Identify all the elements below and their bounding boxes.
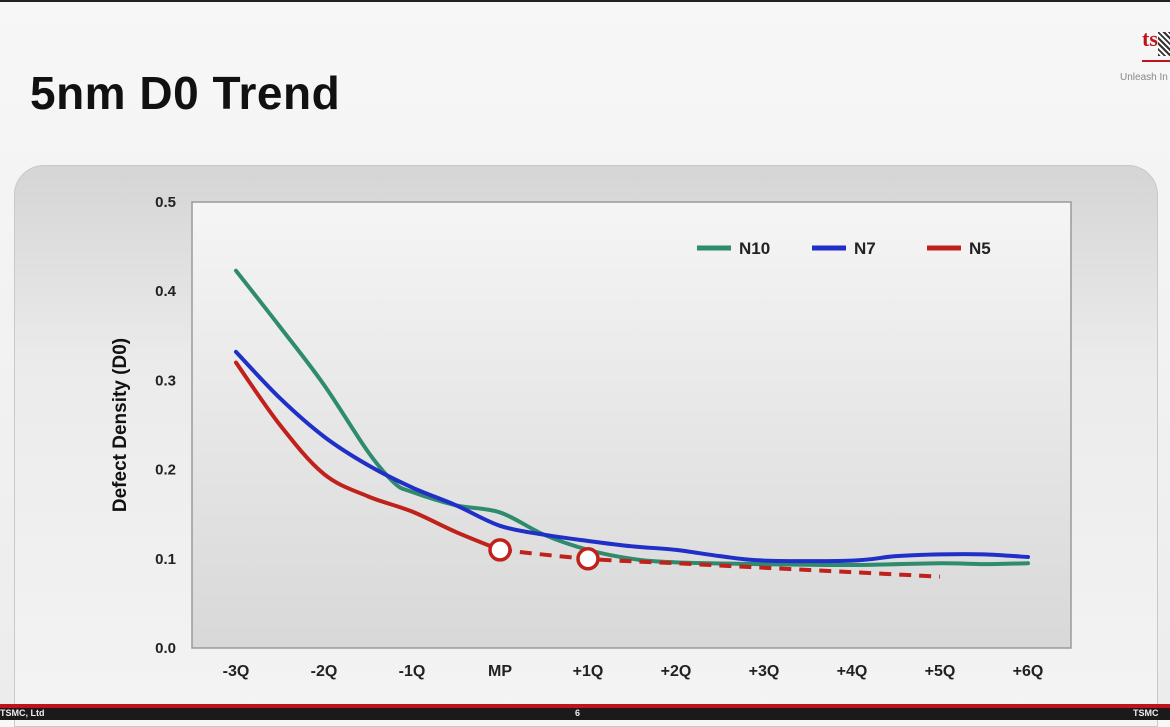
footer-bar: TSMC, Ltd 6 TSMC <box>0 708 1170 720</box>
page-number: 6 <box>575 708 581 718</box>
y-tick-label: 0.2 <box>155 462 176 479</box>
y-tick-label: 0.4 <box>155 283 177 300</box>
series-n5-projection <box>499 547 941 579</box>
y-tick-label: 0.1 <box>155 551 176 568</box>
x-tick-label: MP <box>488 663 512 680</box>
logo-underline <box>1142 60 1170 62</box>
legend-label: N7 <box>854 239 876 258</box>
y-tick-label: 0.3 <box>155 372 176 389</box>
series-lines <box>234 268 1030 579</box>
wafer-chip-icon <box>1158 32 1170 56</box>
x-tick-label: -2Q <box>311 663 338 680</box>
plot-area <box>191 201 1072 649</box>
slide-title: 5nm D0 Trend <box>30 67 341 119</box>
legend-label: N5 <box>969 239 991 258</box>
tsmc-logo: tsm Unleash In <box>1112 18 1170 88</box>
y-axis-ticks: 0.0 0.1 0.2 0.3 0.4 0.5 <box>155 194 177 657</box>
footer-left-text: TSMC, Ltd <box>0 708 45 718</box>
y-axis-label: Defect Density (D0) <box>110 338 131 512</box>
x-tick-label: +2Q <box>661 663 692 680</box>
y-tick-label: 0.0 <box>155 640 176 657</box>
series-n5-marker <box>576 547 600 571</box>
x-tick-label: -3Q <box>223 663 250 680</box>
logo-tagline: Unleash In <box>1120 72 1168 83</box>
x-tick-label: +4Q <box>837 663 868 680</box>
x-tick-label: -1Q <box>399 663 426 680</box>
y-tick-label: 0.5 <box>155 194 176 211</box>
x-tick-label: +5Q <box>925 663 956 680</box>
series-n5-line <box>234 360 502 552</box>
x-axis-ticks: -3Q -2Q -1Q MP +1Q +2Q +3Q +4Q +5Q +6Q <box>223 663 1044 680</box>
x-tick-label: +3Q <box>749 663 780 680</box>
x-tick-label: +1Q <box>573 663 604 680</box>
footer-accent <box>0 704 1170 708</box>
top-rule <box>0 0 1170 2</box>
footer-right-text: TSMC <box>1133 708 1159 718</box>
legend-label: N10 <box>739 239 770 258</box>
legend: N10 N7 N5 <box>697 239 991 258</box>
series-n5-marker <box>488 538 512 562</box>
series-n7-line <box>234 349 1030 564</box>
x-tick-label: +6Q <box>1013 663 1044 680</box>
